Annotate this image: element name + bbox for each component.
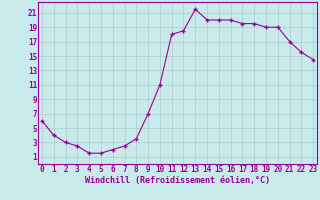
X-axis label: Windchill (Refroidissement éolien,°C): Windchill (Refroidissement éolien,°C) [85,176,270,185]
